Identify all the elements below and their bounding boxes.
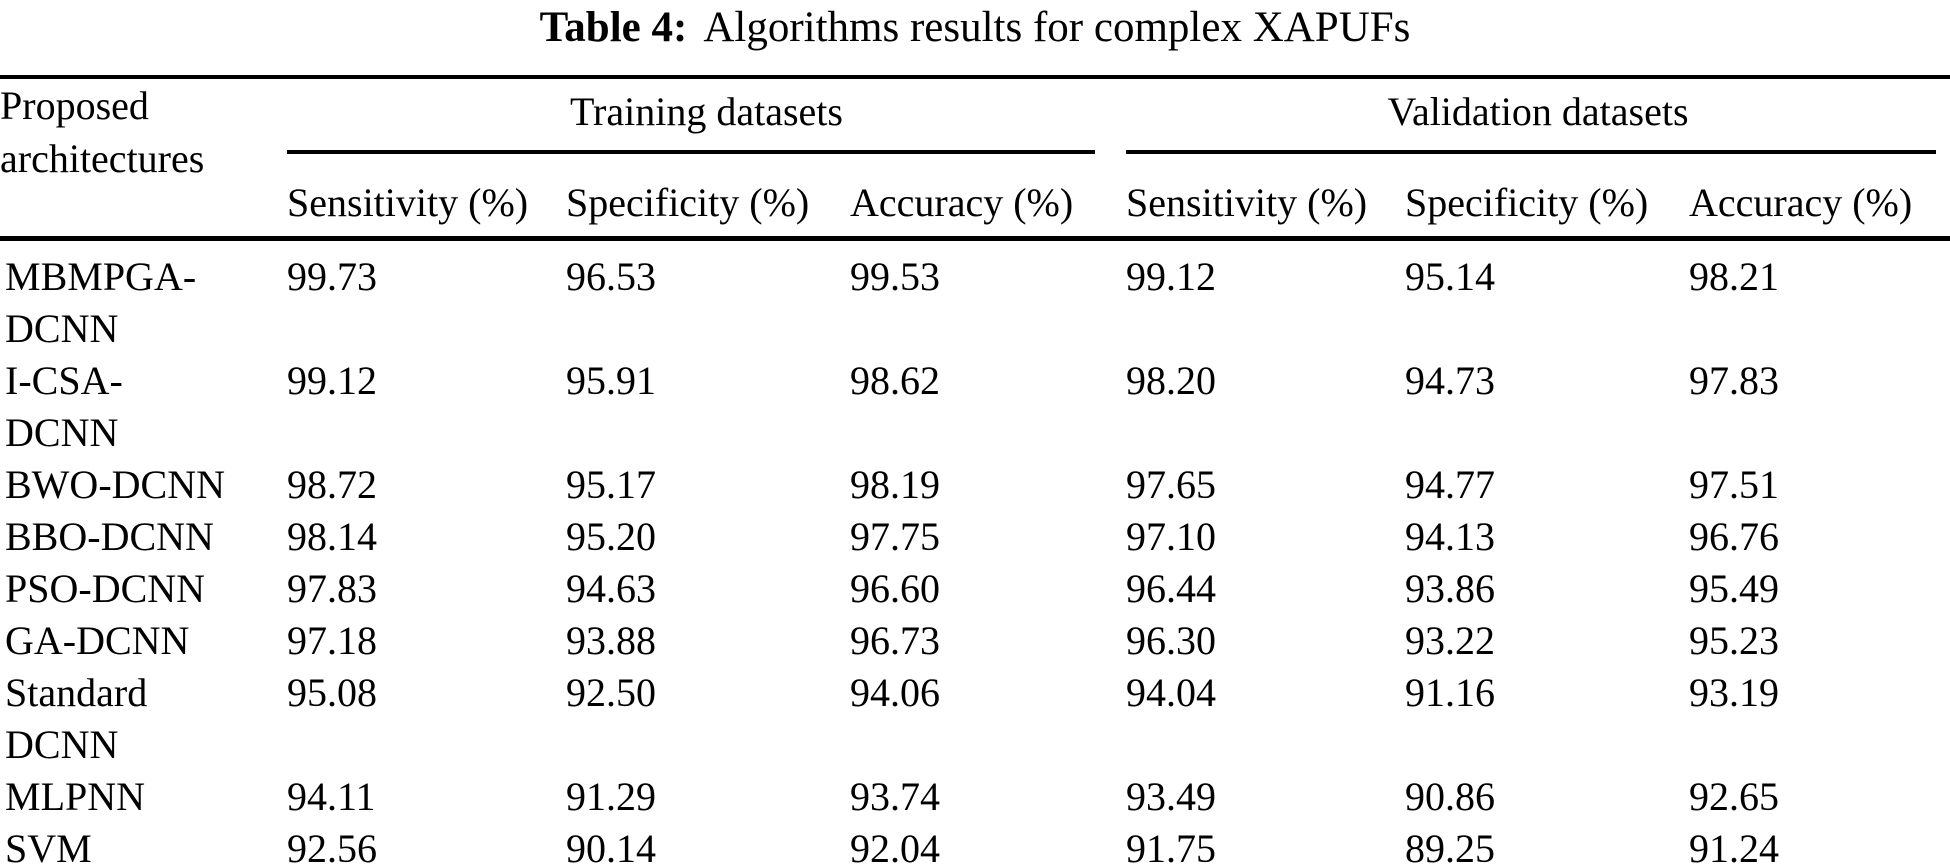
column-header-architectures: Proposed architectures (0, 77, 287, 241)
table-row: Standard DCNN 95.08 92.50 94.06 94.04 91… (0, 667, 1950, 771)
metric-value-cell: 91.75 (1126, 826, 1216, 867)
table-row: MLPNN 94.11 91.29 93.74 93.49 90.86 92.6… (0, 771, 1950, 823)
metric-value-cell: 99.53 (850, 254, 940, 299)
architecture-name-cell: PSO-DCNN (5, 566, 206, 611)
column-group-training: Training datasets (287, 77, 1126, 154)
metric-value-cell: 95.17 (566, 462, 656, 507)
metric-value-cell: 96.76 (1689, 514, 1779, 559)
metric-value-cell: 91.29 (566, 774, 656, 819)
metric-value-cell: 92.65 (1689, 774, 1779, 819)
metric-value-cell: 96.30 (1126, 618, 1216, 663)
training-group-rule (287, 150, 1095, 154)
architecture-name-cell: BWO-DCNN (5, 462, 225, 507)
table-caption-label: Table 4: (539, 4, 688, 51)
results-table: Proposed architectures Training datasets… (0, 75, 1950, 867)
metric-value-cell: 98.72 (287, 462, 377, 507)
metric-value-cell: 98.20 (1126, 358, 1216, 403)
column-header-train-specificity: Specificity (%) (566, 154, 850, 241)
metric-value-cell: 98.14 (287, 514, 377, 559)
metric-value-cell: 94.73 (1405, 358, 1495, 403)
architecture-name-cell: I-CSA- DCNN (5, 358, 123, 455)
metric-value-cell: 89.25 (1405, 826, 1495, 867)
metric-value-cell: 93.88 (566, 618, 656, 663)
metric-value-cell: 98.21 (1689, 254, 1779, 299)
metric-value-cell: 97.10 (1126, 514, 1216, 559)
column-header-val-sensitivity: Sensitivity (%) (1126, 154, 1405, 241)
metric-value-cell: 94.13 (1405, 514, 1495, 559)
metric-value-cell: 96.53 (566, 254, 656, 299)
metric-value-cell: 94.06 (850, 670, 940, 715)
column-group-validation: Validation datasets (1126, 77, 1950, 154)
table-row: I-CSA- DCNN 99.12 95.91 98.62 98.20 94.7… (0, 355, 1950, 459)
metric-value-cell: 96.44 (1126, 566, 1216, 611)
metric-value-cell: 97.75 (850, 514, 940, 559)
table-row: PSO-DCNN 97.83 94.63 96.60 96.44 93.86 9… (0, 563, 1950, 615)
table-caption-text: Algorithms results for complex XAPUFs (703, 4, 1411, 51)
column-group-validation-label: Validation datasets (1387, 89, 1689, 134)
table-caption: Table 4: Algorithms results for complex X… (0, 0, 1950, 53)
metric-value-cell: 94.11 (287, 774, 376, 819)
table-row: BBO-DCNN 98.14 95.20 97.75 97.10 94.13 9… (0, 511, 1950, 563)
metric-value-cell: 95.20 (566, 514, 656, 559)
metric-value-cell: 93.86 (1405, 566, 1495, 611)
column-header-train-sensitivity: Sensitivity (%) (287, 154, 566, 241)
metric-value-cell: 90.14 (566, 826, 656, 867)
metric-value-cell: 94.63 (566, 566, 656, 611)
metric-value-cell: 97.65 (1126, 462, 1216, 507)
table-row: GA-DCNN 97.18 93.88 96.73 96.30 93.22 95… (0, 615, 1950, 667)
metric-value-cell: 95.49 (1689, 566, 1779, 611)
architecture-name-cell: BBO-DCNN (5, 514, 214, 559)
table-row: SVM 92.56 90.14 92.04 91.75 89.25 91.24 (0, 823, 1950, 867)
column-header-val-specificity: Specificity (%) (1405, 154, 1689, 241)
metric-value-cell: 99.12 (1126, 254, 1216, 299)
column-group-training-label: Training datasets (570, 89, 843, 134)
metric-value-cell: 93.74 (850, 774, 940, 819)
metric-value-cell: 90.86 (1405, 774, 1495, 819)
metric-value-cell: 99.12 (287, 358, 377, 403)
metric-value-cell: 93.19 (1689, 670, 1779, 715)
metric-value-cell: 91.24 (1689, 826, 1779, 867)
column-header-val-accuracy: Accuracy (%) (1689, 154, 1950, 241)
metric-value-cell: 92.56 (287, 826, 377, 867)
metric-value-cell: 92.50 (566, 670, 656, 715)
architecture-name-cell: MBMPGA- DCNN (5, 254, 197, 351)
architecture-name-cell: MLPNN (5, 774, 146, 819)
metric-value-cell: 97.83 (287, 566, 377, 611)
metric-value-cell: 97.51 (1689, 462, 1779, 507)
metric-value-cell: 97.18 (287, 618, 377, 663)
metric-value-cell: 96.60 (850, 566, 940, 611)
validation-group-rule (1126, 150, 1937, 154)
metric-value-cell: 96.73 (850, 618, 940, 663)
header-sub-row: Sensitivity (%) Specificity (%) Accuracy… (0, 154, 1950, 241)
metric-value-cell: 95.91 (566, 358, 656, 403)
metric-value-cell: 95.08 (287, 670, 377, 715)
metric-value-cell: 91.16 (1405, 670, 1495, 715)
table-row: BWO-DCNN 98.72 95.17 98.19 97.65 94.77 9… (0, 459, 1950, 511)
metric-value-cell: 95.14 (1405, 254, 1495, 299)
architecture-name-cell: SVM (5, 826, 92, 867)
metric-value-cell: 98.62 (850, 358, 940, 403)
metric-value-cell: 93.22 (1405, 618, 1495, 663)
header-group-row: Proposed architectures Training datasets… (0, 77, 1950, 241)
metric-value-cell: 97.83 (1689, 358, 1779, 403)
metric-value-cell: 98.19 (850, 462, 940, 507)
metric-value-cell: 94.77 (1405, 462, 1495, 507)
column-header-train-accuracy: Accuracy (%) (850, 154, 1126, 241)
metric-value-cell: 99.73 (287, 254, 377, 299)
architecture-name-cell: Standard DCNN (5, 670, 148, 767)
metric-value-cell: 95.23 (1689, 618, 1779, 663)
metric-value-cell: 94.04 (1126, 670, 1216, 715)
metric-value-cell: 93.49 (1126, 774, 1216, 819)
architecture-name-cell: GA-DCNN (5, 618, 190, 663)
table-row: MBMPGA- DCNN 99.73 96.53 99.53 99.12 95.… (0, 239, 1950, 356)
metric-value-cell: 92.04 (850, 826, 940, 867)
